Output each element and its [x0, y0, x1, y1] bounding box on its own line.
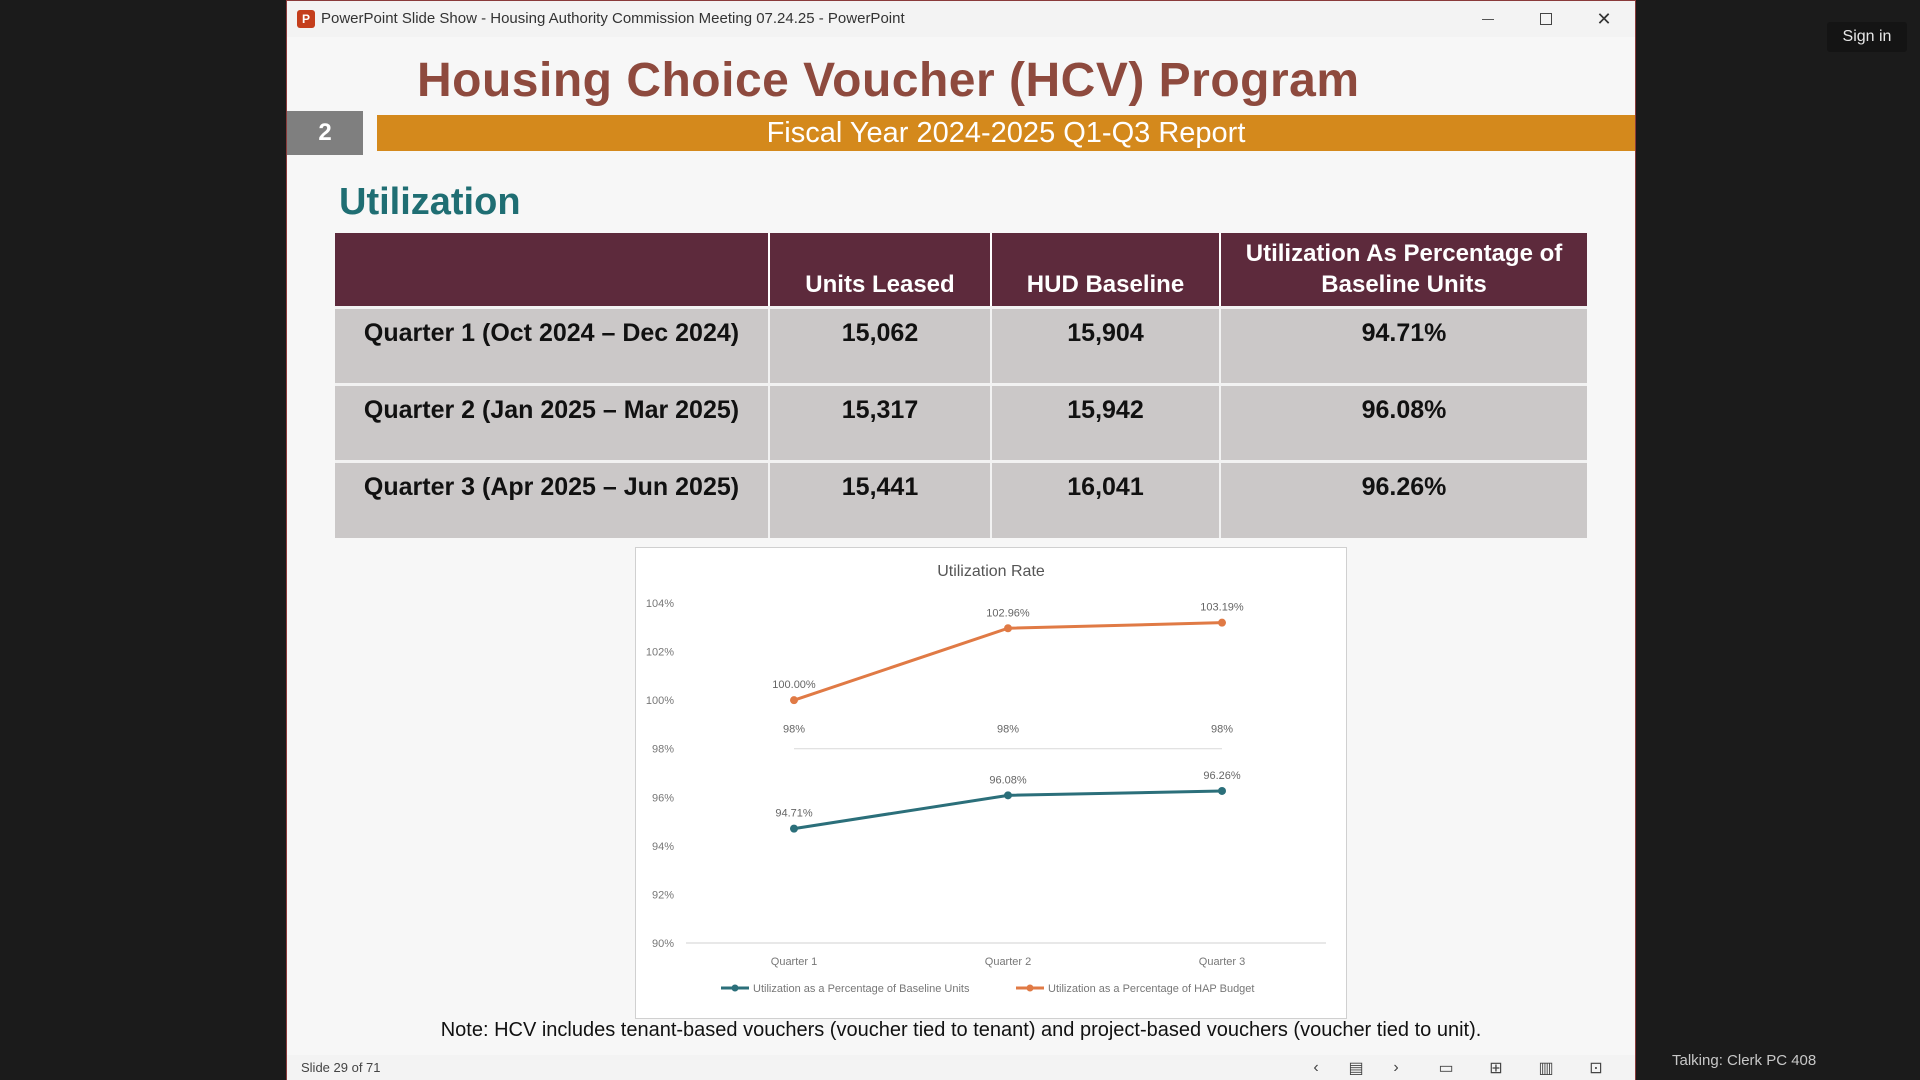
table-cell: Quarter 3 (Apr 2025 – Jun 2025) — [335, 461, 770, 538]
talking-indicator: Talking: Clerk PC 408 — [1672, 1052, 1817, 1069]
data-label: 96.08% — [989, 774, 1027, 786]
data-label: 100.00% — [772, 679, 816, 691]
close-icon: ✕ — [1596, 8, 1612, 29]
legend-label: Utilization as a Percentage of HAP Budge… — [1048, 983, 1254, 995]
y-tick-label: 92% — [652, 889, 674, 901]
slide-subtitle-bar: Fiscal Year 2024-2025 Q1-Q3 Report — [377, 115, 1635, 151]
data-point — [1004, 791, 1012, 800]
table-cell: 96.08% — [1220, 384, 1587, 461]
y-tick-label: 104% — [646, 598, 674, 610]
table-cell: 15,942 — [991, 384, 1221, 461]
reading-view-button[interactable]: ▥ — [1535, 1059, 1557, 1077]
slide-number: 2 — [287, 111, 363, 155]
chevron-left-icon: ‹ — [1313, 1059, 1319, 1076]
x-tick-label: Quarter 3 — [1199, 956, 1245, 968]
data-label: 98% — [997, 724, 1019, 736]
table-cell: 15,062 — [769, 307, 992, 384]
utilization-rate-chart: Utilization Rate 90% 92% 94% 96% 98% 100% 102%… — [635, 547, 1347, 1019]
sign-in-button[interactable]: Sign in — [1827, 22, 1907, 52]
data-point — [790, 824, 798, 833]
table-header-cell: Units Leased — [769, 233, 992, 307]
slide-sorter-icon: ⊞ — [1489, 1060, 1503, 1077]
normal-view-icon: ▭ — [1438, 1060, 1454, 1077]
prev-slide-button[interactable]: ‹ — [1305, 1059, 1327, 1077]
data-label: 103.19% — [1200, 602, 1244, 614]
slide: Housing Choice Voucher (HCV) Program 2 F… — [287, 37, 1635, 1055]
chart-svg: Utilization Rate 90% 92% 94% 96% 98% 100% 102%… — [646, 563, 1326, 995]
maximize-button[interactable] — [1517, 1, 1575, 37]
utilization-table: Units Leased HUD Baseline Utilization As… — [335, 233, 1587, 538]
slide-note: Note: HCV includes tenant-based vouchers… — [440, 1019, 1482, 1041]
y-tick-label: 90% — [652, 938, 674, 950]
table-row: Quarter 1 (Oct 2024 – Dec 2024) 15,062 1… — [335, 307, 1587, 384]
slide-view-button[interactable]: ▤ — [1345, 1059, 1367, 1077]
table-cell: 16,041 — [991, 461, 1221, 538]
table-row: Quarter 3 (Apr 2025 – Jun 2025) 15,441 1… — [335, 461, 1587, 538]
table-cell: Quarter 1 (Oct 2024 – Dec 2024) — [335, 307, 770, 384]
x-tick-label: Quarter 2 — [985, 956, 1031, 968]
slide-view-icon: ▤ — [1348, 1060, 1364, 1077]
data-label: 94.71% — [775, 808, 813, 820]
y-tick-label: 98% — [652, 744, 674, 756]
close-button[interactable]: ✕ — [1575, 1, 1633, 37]
title-bar: P PowerPoint Slide Show - Housing Author… — [287, 1, 1635, 37]
table-cell: 94.71% — [1220, 307, 1587, 384]
slide-count: Slide 29 of 71 — [301, 1060, 381, 1075]
y-tick-label: 94% — [652, 841, 674, 853]
data-point — [790, 696, 798, 705]
table-cell: 15,904 — [991, 307, 1221, 384]
slide-title: Housing Choice Voucher (HCV) Program — [417, 54, 1360, 107]
data-label: 102.96% — [986, 607, 1030, 619]
minimize-icon — [1482, 18, 1494, 20]
powerpoint-app-icon: P — [297, 10, 315, 28]
data-point — [1004, 624, 1012, 633]
table-row: Quarter 2 (Jan 2025 – Mar 2025) 15,317 1… — [335, 384, 1587, 461]
minimize-button[interactable] — [1459, 1, 1517, 37]
slideshow-button[interactable]: ⊡ — [1585, 1059, 1607, 1077]
table-cell: 15,317 — [769, 384, 992, 461]
table-header-cell — [335, 233, 770, 307]
window-title: PowerPoint Slide Show - Housing Authorit… — [321, 10, 905, 27]
table-header-row: Units Leased HUD Baseline Utilization As… — [335, 233, 1587, 307]
table-header-cell: Utilization As Percentage of Baseline Un… — [1220, 233, 1587, 307]
maximize-icon — [1540, 13, 1552, 25]
normal-view-button[interactable]: ▭ — [1435, 1059, 1457, 1077]
legend-marker — [1026, 984, 1034, 992]
x-tick-label: Quarter 1 — [771, 956, 817, 968]
series-line — [793, 621, 1223, 702]
data-label: 98% — [1211, 724, 1233, 736]
y-tick-label: 102% — [646, 647, 674, 659]
reading-view-icon: ▥ — [1538, 1060, 1554, 1077]
y-tick-label: 96% — [652, 792, 674, 804]
data-label: 98% — [783, 724, 805, 736]
chevron-right-icon: › — [1393, 1059, 1399, 1076]
section-title: Utilization — [339, 181, 521, 223]
table-cell: 96.26% — [1220, 461, 1587, 538]
data-point — [1218, 618, 1226, 627]
table-header-cell: HUD Baseline — [991, 233, 1221, 307]
chart-title: Utilization Rate — [937, 563, 1045, 580]
table-cell: 15,441 — [769, 461, 992, 538]
powerpoint-window: P PowerPoint Slide Show - Housing Author… — [286, 0, 1636, 1080]
data-label: 96.26% — [1203, 770, 1241, 782]
status-bar: Slide 29 of 71 ‹ ▤ › ▭ ⊞ ▥ ⊡ — [287, 1055, 1635, 1080]
next-slide-button[interactable]: › — [1385, 1059, 1407, 1077]
slide-sorter-button[interactable]: ⊞ — [1485, 1059, 1507, 1077]
data-point — [1218, 786, 1226, 795]
table-cell: Quarter 2 (Jan 2025 – Mar 2025) — [335, 384, 770, 461]
slideshow-icon: ⊡ — [1589, 1060, 1603, 1077]
legend-marker — [731, 984, 739, 992]
legend-label: Utilization as a Percentage of Baseline … — [753, 983, 970, 995]
y-tick-label: 100% — [646, 695, 674, 707]
